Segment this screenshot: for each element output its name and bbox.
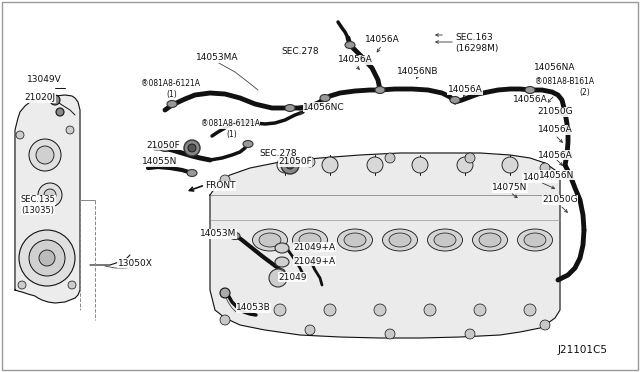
Circle shape [367,157,383,173]
Circle shape [66,126,74,134]
Ellipse shape [299,233,321,247]
Ellipse shape [562,151,572,158]
Text: 14056N: 14056N [540,170,575,180]
Circle shape [385,329,395,339]
Text: 14056A: 14056A [538,125,572,135]
Text: 21050F: 21050F [278,157,312,167]
Circle shape [465,329,475,339]
Circle shape [457,157,473,173]
Circle shape [16,131,24,139]
Text: SEC.135: SEC.135 [20,196,56,205]
Ellipse shape [253,229,287,251]
Circle shape [305,157,315,167]
Text: 21050G: 21050G [537,108,573,116]
Circle shape [50,95,60,105]
Ellipse shape [450,96,460,103]
Ellipse shape [292,229,328,251]
Circle shape [68,281,76,289]
Text: ®081A8-B161A: ®081A8-B161A [536,77,595,86]
Circle shape [29,240,65,276]
Text: 21050F: 21050F [146,141,180,150]
Ellipse shape [275,269,285,276]
Text: (16298M): (16298M) [455,45,499,54]
Ellipse shape [524,233,546,247]
Polygon shape [15,95,80,303]
Circle shape [281,156,299,174]
Text: 14056NC: 14056NC [303,103,344,112]
Text: 14056NA: 14056NA [534,64,576,73]
Circle shape [502,157,518,173]
Ellipse shape [525,87,535,93]
Ellipse shape [345,42,355,48]
Ellipse shape [230,232,240,240]
Circle shape [36,146,54,164]
Circle shape [38,183,62,207]
Ellipse shape [428,229,463,251]
Text: J21101C5: J21101C5 [558,345,608,355]
Ellipse shape [389,233,411,247]
Circle shape [274,304,286,316]
Circle shape [19,230,75,286]
Circle shape [474,304,486,316]
Text: 14056A: 14056A [338,55,372,64]
Text: 14056A: 14056A [447,86,483,94]
Text: 21050G: 21050G [542,196,578,205]
Ellipse shape [434,233,456,247]
Circle shape [524,304,536,316]
Circle shape [540,163,550,173]
Circle shape [188,144,196,152]
Ellipse shape [275,243,289,253]
Text: ®081A8-6121A: ®081A8-6121A [200,119,259,128]
Circle shape [277,157,293,173]
Ellipse shape [187,170,197,176]
Circle shape [324,304,336,316]
Ellipse shape [259,233,281,247]
Ellipse shape [337,229,372,251]
Circle shape [305,325,315,335]
Circle shape [56,108,64,116]
Circle shape [184,140,200,156]
Ellipse shape [285,105,295,112]
Text: 14053MA: 14053MA [196,54,238,62]
Text: 14053B: 14053B [236,304,271,312]
Circle shape [374,304,386,316]
Text: SEC.278: SEC.278 [281,48,319,57]
Text: FRONT: FRONT [205,182,236,190]
Text: 14055N: 14055N [142,157,178,167]
Ellipse shape [479,233,501,247]
Text: (1): (1) [227,129,237,138]
Circle shape [220,288,230,298]
Text: 21049: 21049 [278,273,307,282]
Text: ®081A8-6121A: ®081A8-6121A [141,80,200,89]
Text: (13035): (13035) [22,205,54,215]
Ellipse shape [518,229,552,251]
Text: 14056A: 14056A [513,96,547,105]
Ellipse shape [320,94,330,102]
Text: SEC.278: SEC.278 [259,148,297,157]
Circle shape [286,161,294,169]
Circle shape [44,189,56,201]
Circle shape [39,250,55,266]
Text: 14075N: 14075N [492,183,528,192]
Text: 21049+A: 21049+A [293,257,335,266]
Text: 14056A: 14056A [523,173,557,183]
Ellipse shape [472,229,508,251]
Circle shape [424,304,436,316]
Text: SEC.163: SEC.163 [455,33,493,42]
Text: 14056NB: 14056NB [397,67,439,77]
Circle shape [18,281,26,289]
Text: (2): (2) [580,87,590,96]
Text: 21020J: 21020J [24,93,56,103]
Text: 21049+A: 21049+A [293,243,335,251]
Ellipse shape [344,233,366,247]
Text: 14053M: 14053M [200,230,236,238]
Ellipse shape [167,100,177,108]
Ellipse shape [243,141,253,148]
Ellipse shape [383,229,417,251]
Circle shape [269,269,287,287]
Circle shape [385,153,395,163]
Text: 14056A: 14056A [365,35,399,45]
Circle shape [412,157,428,173]
Circle shape [465,153,475,163]
